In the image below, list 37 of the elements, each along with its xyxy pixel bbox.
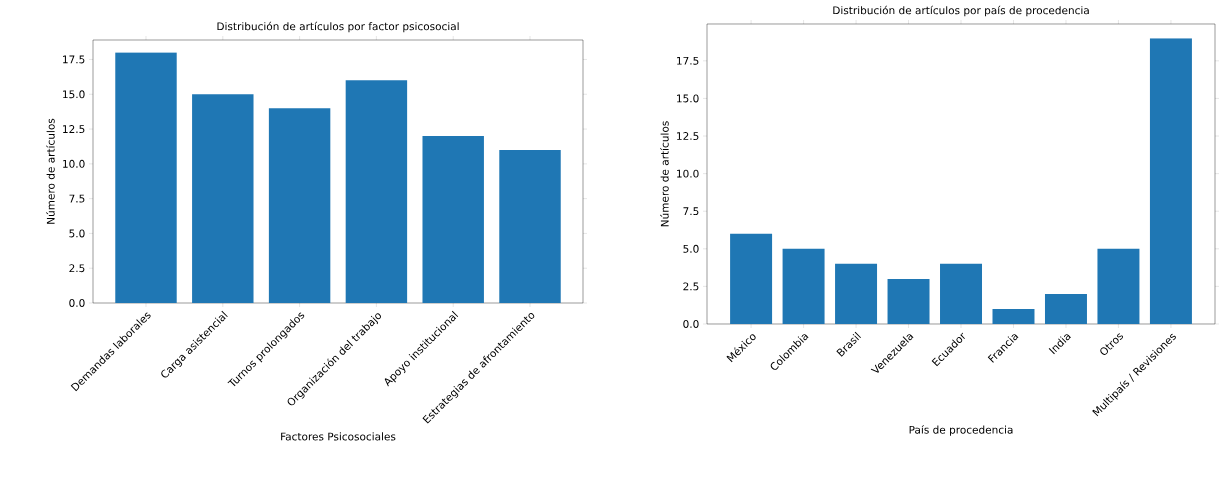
y-tick-label: 5.0: [69, 229, 85, 238]
bar: [345, 80, 408, 303]
y-tick-label: 17.5: [63, 55, 85, 64]
y-tick-label: 15.0: [677, 94, 699, 103]
bar: [499, 149, 561, 303]
bar: [192, 94, 254, 303]
y-tick-label: 12.5: [677, 132, 699, 140]
chart-title: Distribución de artículos por país de procedencia: [833, 5, 1089, 17]
y-tick-label: 10.0: [63, 159, 85, 168]
y-tick-label: 2.5: [683, 282, 699, 291]
chart-title: Distribución de artículos por factor psicosocial: [217, 21, 459, 33]
y-tick-label: 15.0: [63, 90, 85, 99]
y-tick-label: 7.5: [69, 194, 85, 203]
bar: [1097, 248, 1140, 324]
bar: [992, 308, 1035, 324]
bar: [835, 263, 878, 324]
bar: [268, 108, 331, 303]
y-tick-label: 12.5: [63, 125, 85, 134]
bar: [115, 52, 177, 303]
x-axis-title: Factores Psicosociales: [281, 432, 396, 441]
y-tick-label: 0.0: [69, 299, 85, 307]
y-tick-label: 7.5: [683, 207, 699, 216]
bar: [422, 136, 484, 303]
y-tick-label: 0.0: [683, 320, 699, 328]
y-axis-title: Número de artículos: [660, 121, 669, 227]
y-tick-label: 2.5: [69, 264, 85, 273]
x-axis-title: País de procedencia: [909, 425, 1013, 436]
bar: [782, 248, 825, 324]
y-tick-label: 17.5: [677, 56, 699, 65]
y-tick-label: 5.0: [683, 244, 699, 253]
bar: [1044, 293, 1087, 324]
bar: [730, 233, 773, 324]
bar: [887, 278, 930, 324]
bar: [1149, 38, 1192, 324]
y-tick-label: 10.0: [677, 169, 699, 178]
y-axis-title: Número de artículos: [46, 118, 55, 224]
bar: [940, 263, 982, 324]
